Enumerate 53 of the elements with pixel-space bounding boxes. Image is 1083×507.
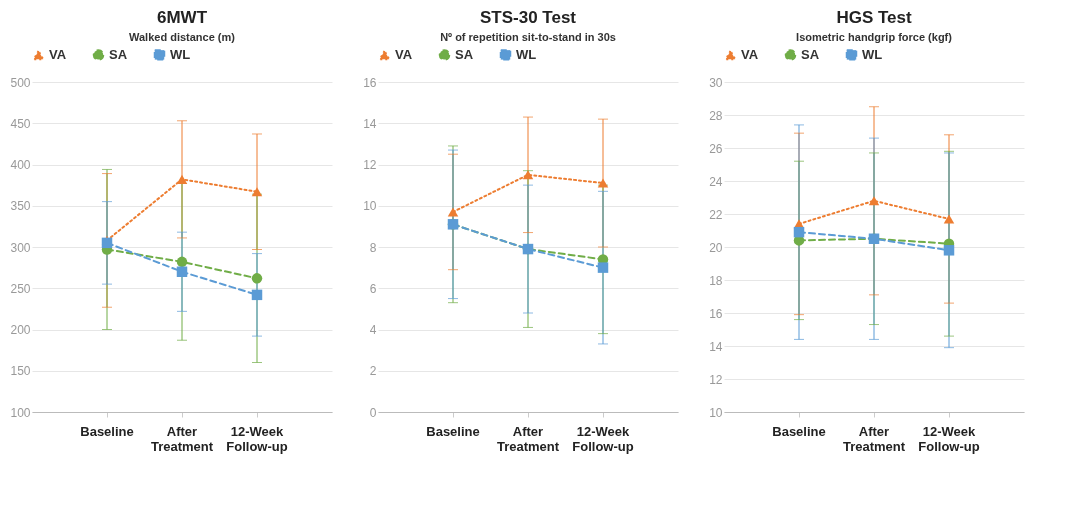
y-tick-label: 0 [369, 405, 377, 420]
y-tick-label: 28 [709, 108, 723, 123]
legend-label: SA [455, 46, 474, 62]
y-tick-label: 200 [10, 323, 31, 337]
legend-label: SA [801, 46, 820, 62]
y-tick-label: 16 [709, 306, 723, 321]
x-tick-label: Baseline [772, 423, 826, 439]
y-tick-label: 30 [709, 75, 723, 90]
chart-title: STS-30 Test [479, 8, 577, 27]
x-tick-label: Baseline [80, 423, 134, 439]
y-tick-label: 8 [369, 240, 377, 255]
y-tick-label: 10 [363, 199, 377, 214]
legend-label: WL [170, 46, 191, 62]
x-tick-label: 12-Week Follow-up [226, 423, 288, 454]
legend-label: VA [395, 47, 413, 63]
y-tick-label: 10 [709, 405, 723, 420]
y-tick-label: 12 [363, 158, 377, 172]
x-tick-label: After Treatment [842, 423, 906, 454]
x-tick-label: 12-Week Follow-up [572, 423, 634, 454]
y-tick-label: 20 [709, 240, 723, 255]
y-tick-label: 350 [10, 199, 31, 214]
y-tick-label: 400 [10, 158, 31, 172]
legend-label: VA [49, 47, 67, 63]
y-tick-label: 100 [10, 405, 31, 420]
x-tick-label: 12-Week Follow-up [918, 423, 980, 454]
y-tick-label: 16 [363, 75, 377, 90]
legend-label: SA [109, 46, 128, 62]
chart-subtitle: Isometric handgrip force (kgf) [796, 31, 953, 43]
y-tick-label: 12 [709, 372, 723, 387]
y-tick-label: 300 [10, 240, 31, 255]
x-tick-label: After Treatment [496, 423, 560, 454]
y-tick-label: 22 [709, 207, 723, 222]
y-tick-label: 6 [369, 281, 377, 296]
x-tick-label: After Treatment [150, 423, 214, 454]
chart-title: 6MWT [156, 8, 208, 27]
y-tick-label: 250 [10, 281, 31, 296]
chart-subtitle: Walked distance (m) [129, 31, 236, 43]
y-tick-label: 14 [363, 116, 377, 131]
x-tick-label: Baseline [426, 423, 480, 439]
y-tick-label: 24 [709, 174, 723, 189]
y-tick-label: 18 [709, 273, 723, 288]
y-tick-label: 4 [369, 323, 377, 337]
y-tick-label: 150 [10, 364, 31, 379]
legend-label: WL [516, 46, 537, 62]
y-tick-label: 500 [10, 75, 31, 90]
y-tick-label: 2 [369, 364, 377, 379]
y-tick-label: 26 [709, 141, 723, 156]
chart-subtitle: Nº of repetition sit-to-stand in 30s [440, 31, 616, 43]
y-tick-label: 450 [10, 116, 31, 131]
legend-label: WL [862, 46, 883, 62]
chart-title: HGS Test [836, 8, 912, 27]
legend-label: VA [741, 47, 759, 63]
y-tick-label: 14 [709, 339, 723, 354]
